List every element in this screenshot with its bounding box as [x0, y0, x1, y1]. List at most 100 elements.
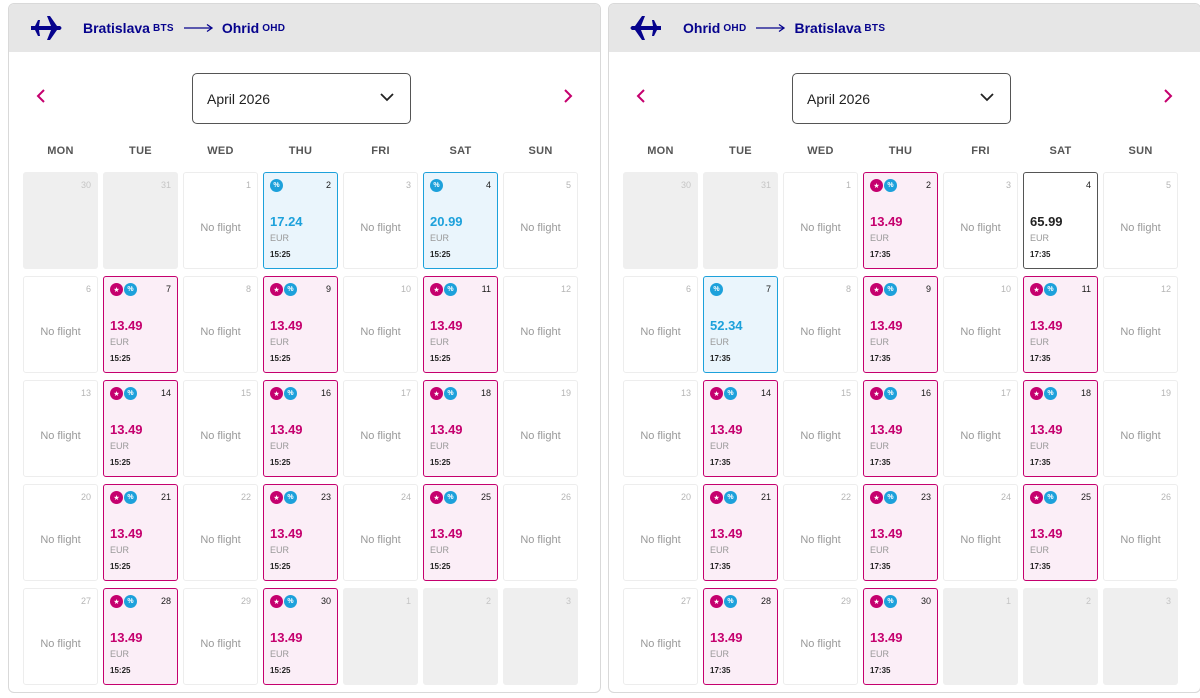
fare-day-cell[interactable]: ★% 2 13.49 EUR 17:35	[863, 172, 938, 269]
fare-day-cell[interactable]: ★% 30 13.49 EUR 17:35	[863, 588, 938, 685]
weekday-label: MON	[47, 145, 74, 157]
day-number: 15	[840, 388, 851, 398]
day-number: 6	[85, 284, 91, 294]
day-number: 11	[1081, 284, 1091, 294]
star-badge-icon: ★	[110, 595, 123, 608]
fare-day-cell[interactable]: 4 65.99 EUR 17:35	[1023, 172, 1098, 269]
percent-badge-icon: %	[1044, 387, 1057, 400]
fare-day-cell[interactable]: ★% 30 13.49 EUR 15:25	[263, 588, 338, 685]
chevron-right-icon	[564, 89, 573, 103]
percent-badge-icon: %	[284, 595, 297, 608]
no-flight-day-cell: 26 No flight	[1103, 484, 1178, 581]
fare-badges: ★%	[270, 595, 298, 608]
fare-currency: EUR	[1030, 337, 1050, 347]
fare-badges: ★%	[1030, 387, 1058, 400]
day-number: 2	[485, 596, 491, 606]
day-number: 1	[1005, 596, 1011, 606]
fare-day-cell[interactable]: ★% 25 13.49 EUR 17:35	[1023, 484, 1098, 581]
fare-day-cell[interactable]: % 2 17.24 EUR 15:25	[263, 172, 338, 269]
no-flight-label: No flight	[1120, 429, 1161, 442]
fare-day-cell[interactable]: ★% 11 13.49 EUR 15:25	[423, 276, 498, 373]
no-flight-day-cell: 20 No flight	[623, 484, 698, 581]
departure-time: 15:25	[270, 250, 291, 259]
fare-currency: EUR	[270, 545, 290, 555]
star-badge-icon: ★	[270, 595, 283, 608]
day-number: 5	[565, 180, 571, 190]
percent-badge-icon: %	[124, 387, 137, 400]
fare-day-cell[interactable]: ★% 18 13.49 EUR 15:25	[423, 380, 498, 477]
previous-month-button[interactable]	[31, 86, 51, 106]
next-month-button[interactable]	[1158, 86, 1178, 106]
fare-price: 17.24	[270, 214, 303, 229]
no-flight-day-cell: 5 No flight	[503, 172, 578, 269]
fare-day-cell[interactable]: ★% 28 13.49 EUR 17:35	[703, 588, 778, 685]
percent-badge-icon: %	[444, 491, 457, 504]
no-flight-day-cell: 19 No flight	[503, 380, 578, 477]
weekday-label: MON	[647, 145, 674, 157]
no-flight-label: No flight	[800, 637, 841, 650]
no-flight-day-cell: 8 No flight	[183, 276, 258, 373]
fare-day-cell[interactable]: ★% 14 13.49 EUR 17:35	[703, 380, 778, 477]
star-badge-icon: ★	[710, 491, 723, 504]
fare-day-cell[interactable]: ★% 28 13.49 EUR 15:25	[103, 588, 178, 685]
fare-day-cell[interactable]: ★% 21 13.49 EUR 15:25	[103, 484, 178, 581]
fare-badges: ★%	[110, 491, 138, 504]
no-flight-day-cell: 15 No flight	[183, 380, 258, 477]
next-month-button[interactable]	[558, 86, 578, 106]
fare-price: 13.49	[270, 422, 303, 437]
fare-price: 13.49	[1030, 526, 1063, 541]
month-select[interactable]: April 2026	[792, 73, 1011, 124]
outside-month-day-cell: 1	[343, 588, 418, 685]
star-badge-icon: ★	[710, 387, 723, 400]
weekday-label: TUE	[729, 145, 752, 157]
fare-day-cell[interactable]: ★% 18 13.49 EUR 17:35	[1023, 380, 1098, 477]
outside-month-day-cell: 31	[703, 172, 778, 269]
fare-day-cell[interactable]: % 4 20.99 EUR 15:25	[423, 172, 498, 269]
day-number: 17	[400, 388, 411, 398]
weekday-label: WED	[807, 145, 834, 157]
fare-day-cell[interactable]: ★% 14 13.49 EUR 15:25	[103, 380, 178, 477]
fare-day-cell[interactable]: ★% 9 13.49 EUR 17:35	[863, 276, 938, 373]
weekday-header: MON TUE WED THU FRI SAT SUN	[609, 130, 1200, 172]
fare-day-cell[interactable]: ★% 16 13.49 EUR 15:25	[263, 380, 338, 477]
plane-icon	[29, 12, 67, 44]
star-badge-icon: ★	[430, 491, 443, 504]
fare-day-cell[interactable]: % 7 52.34 EUR 17:35	[703, 276, 778, 373]
fare-day-cell[interactable]: ★% 9 13.49 EUR 15:25	[263, 276, 338, 373]
fare-currency: EUR	[270, 233, 290, 243]
day-number: 20	[680, 492, 691, 502]
day-number: 13	[680, 388, 691, 398]
fare-day-cell[interactable]: ★% 16 13.49 EUR 17:35	[863, 380, 938, 477]
star-badge-icon: ★	[1030, 283, 1043, 296]
fare-price: 13.49	[710, 630, 743, 645]
no-flight-day-cell: 27 No flight	[623, 588, 698, 685]
fare-day-cell[interactable]: ★% 7 13.49 EUR 15:25	[103, 276, 178, 373]
fare-day-cell[interactable]: ★% 11 13.49 EUR 17:35	[1023, 276, 1098, 373]
day-number: 23	[920, 492, 931, 502]
fare-currency: EUR	[430, 233, 450, 243]
fare-price: 13.49	[710, 526, 743, 541]
day-number: 30	[320, 596, 331, 606]
departure-time: 17:35	[710, 666, 731, 675]
fare-day-cell[interactable]: ★% 23 13.49 EUR 17:35	[863, 484, 938, 581]
fare-badges: ★%	[270, 387, 298, 400]
day-number: 1	[845, 180, 851, 190]
fare-day-cell[interactable]: ★% 25 13.49 EUR 15:25	[423, 484, 498, 581]
departure-time: 15:25	[430, 458, 451, 467]
month-select[interactable]: April 2026	[192, 73, 411, 124]
fare-badges: ★%	[870, 283, 898, 296]
previous-month-button[interactable]	[631, 86, 651, 106]
no-flight-label: No flight	[520, 325, 561, 338]
no-flight-day-cell: 17 No flight	[943, 380, 1018, 477]
fare-day-cell[interactable]: ★% 23 13.49 EUR 15:25	[263, 484, 338, 581]
star-badge-icon: ★	[430, 283, 443, 296]
percent-badge-icon: %	[884, 491, 897, 504]
route: Ohrid OHD Bratislava BTS	[683, 20, 885, 36]
no-flight-day-cell: 19 No flight	[1103, 380, 1178, 477]
no-flight-label: No flight	[40, 533, 81, 546]
day-number: 25	[480, 492, 491, 502]
fare-day-cell[interactable]: ★% 21 13.49 EUR 17:35	[703, 484, 778, 581]
no-flight-label: No flight	[360, 221, 401, 234]
no-flight-day-cell: 5 No flight	[1103, 172, 1178, 269]
day-number: 7	[765, 284, 771, 294]
